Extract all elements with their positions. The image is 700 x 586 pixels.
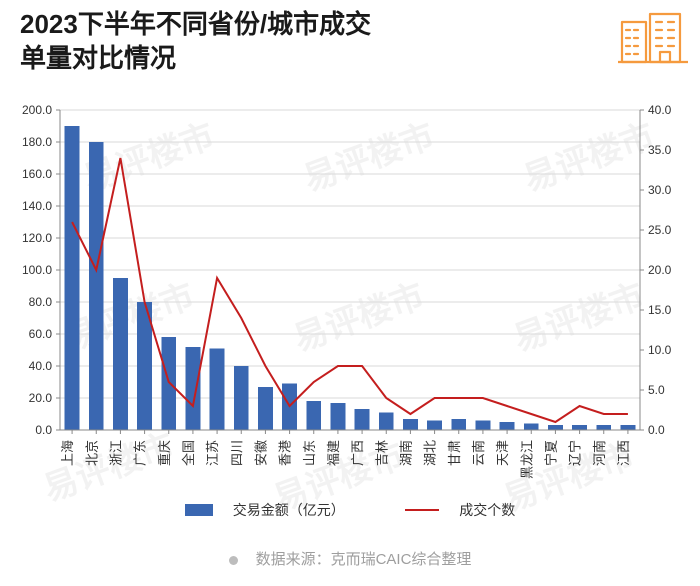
- svg-text:100.0: 100.0: [22, 263, 52, 277]
- svg-text:甘肃: 甘肃: [447, 440, 462, 466]
- bar: [65, 126, 80, 430]
- bar: [258, 387, 273, 430]
- bar: [210, 348, 225, 430]
- svg-text:10.0: 10.0: [648, 343, 672, 357]
- svg-text:5.0: 5.0: [648, 383, 665, 397]
- svg-text:重庆: 重庆: [157, 440, 172, 466]
- svg-text:辽宁: 辽宁: [568, 440, 583, 466]
- bar: [596, 425, 611, 430]
- svg-text:江苏: 江苏: [205, 440, 220, 466]
- svg-text:湖南: 湖南: [398, 440, 413, 466]
- bar: [234, 366, 249, 430]
- data-source: 数据来源：克而瑞CAIC综合整理: [0, 548, 700, 569]
- bar: [355, 409, 370, 430]
- svg-text:湖北: 湖北: [423, 440, 438, 466]
- bar: [403, 419, 418, 430]
- svg-text:60.0: 60.0: [29, 327, 53, 341]
- svg-text:35.0: 35.0: [648, 143, 672, 157]
- bar: [475, 420, 490, 430]
- svg-text:北京: 北京: [84, 440, 99, 466]
- svg-text:120.0: 120.0: [22, 231, 52, 245]
- svg-text:黑龙江: 黑龙江: [519, 440, 534, 479]
- svg-text:安徽: 安徽: [253, 440, 268, 466]
- bar: [185, 347, 200, 430]
- svg-text:江西: 江西: [616, 440, 631, 466]
- svg-text:香港: 香港: [278, 440, 293, 466]
- bar: [572, 425, 587, 430]
- svg-text:15.0: 15.0: [648, 303, 672, 317]
- legend-bar: 交易金额（亿元）: [171, 500, 359, 520]
- bar: [451, 419, 466, 430]
- bar: [113, 278, 128, 430]
- svg-text:20.0: 20.0: [29, 391, 53, 405]
- svg-text:山东: 山东: [302, 440, 317, 466]
- svg-text:30.0: 30.0: [648, 183, 672, 197]
- svg-text:0.0: 0.0: [648, 423, 665, 437]
- transaction-chart: 0.0 20.0 40.0 60.0 80.0 100.0 120.0 140.0 160.0 1…: [0, 0, 700, 500]
- svg-text:80.0: 80.0: [29, 295, 53, 309]
- svg-text:0.0: 0.0: [35, 423, 52, 437]
- svg-text:25.0: 25.0: [648, 223, 672, 237]
- svg-text:20.0: 20.0: [648, 263, 672, 277]
- bar: [524, 424, 539, 430]
- line-series: [72, 158, 628, 422]
- svg-text:广东: 广东: [133, 440, 148, 466]
- svg-text:上海: 上海: [60, 440, 75, 466]
- bar: [161, 337, 176, 430]
- svg-text:天津: 天津: [495, 440, 510, 466]
- svg-text:云南: 云南: [471, 440, 486, 466]
- svg-text:福建: 福建: [326, 440, 341, 466]
- bar: [306, 401, 321, 430]
- svg-text:160.0: 160.0: [22, 167, 52, 181]
- legend-line: 成交个数: [391, 500, 529, 520]
- bar: [500, 422, 515, 430]
- bar: [427, 420, 442, 430]
- bar: [548, 425, 563, 430]
- legend: 交易金额（亿元） 成交个数: [0, 500, 700, 520]
- svg-text:宁夏: 宁夏: [543, 440, 558, 466]
- bar: [330, 403, 345, 430]
- bullet-icon: [229, 556, 238, 565]
- svg-text:四川: 四川: [229, 440, 244, 466]
- svg-text:河南: 河南: [592, 440, 607, 466]
- svg-text:40.0: 40.0: [648, 103, 672, 117]
- svg-text:广西: 广西: [350, 440, 365, 466]
- svg-text:40.0: 40.0: [29, 359, 53, 373]
- bar: [89, 142, 104, 430]
- svg-text:全国: 全国: [181, 440, 196, 466]
- svg-text:吉林: 吉林: [374, 440, 389, 466]
- bar: [379, 412, 394, 430]
- svg-text:180.0: 180.0: [22, 135, 52, 149]
- svg-text:200.0: 200.0: [22, 103, 52, 117]
- bar: [620, 425, 635, 430]
- svg-text:浙江: 浙江: [108, 440, 123, 466]
- svg-text:140.0: 140.0: [22, 199, 52, 213]
